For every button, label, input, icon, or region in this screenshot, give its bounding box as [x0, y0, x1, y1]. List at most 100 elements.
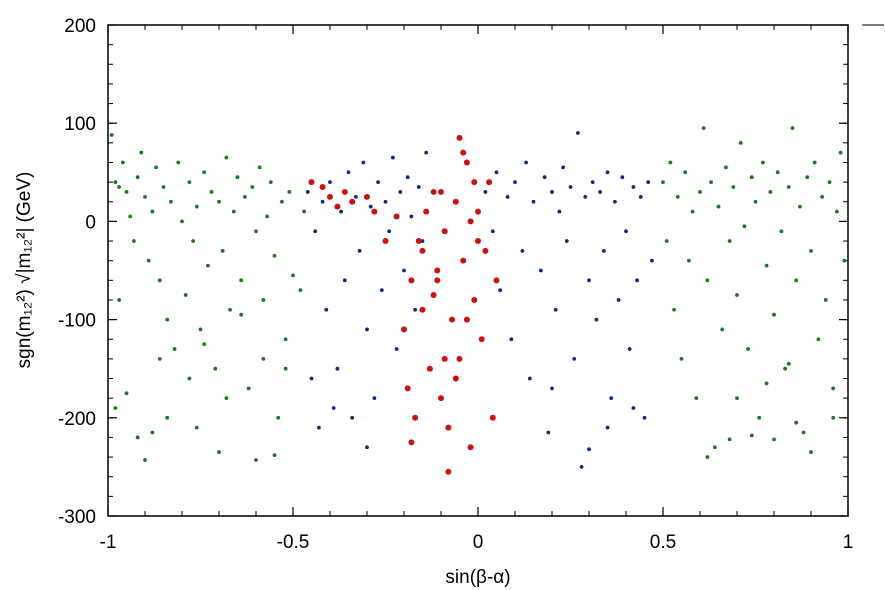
data-point [287, 190, 292, 194]
data-point [409, 214, 414, 219]
data-point [419, 306, 426, 313]
data-point [328, 180, 332, 185]
data-point [120, 160, 125, 165]
data-point [779, 229, 784, 234]
data-point [250, 185, 255, 189]
data-point [463, 316, 470, 323]
data-point [467, 218, 474, 225]
data-point [590, 180, 595, 185]
data-point [613, 199, 617, 204]
data-point [668, 160, 673, 165]
data-point [372, 396, 377, 401]
data-point [430, 292, 437, 299]
data-point [169, 199, 173, 204]
data-point [550, 386, 554, 391]
data-point [576, 131, 580, 135]
data-point [334, 203, 341, 210]
data-point [194, 204, 199, 209]
data-point [701, 126, 706, 131]
data-point [365, 327, 369, 332]
data-point [324, 307, 329, 312]
data-point [350, 415, 355, 420]
data-point [561, 165, 565, 170]
data-point [456, 134, 463, 141]
x-tick-label: 1 [843, 532, 854, 553]
data-point [187, 376, 192, 381]
data-point [456, 355, 463, 362]
data-point [291, 273, 295, 278]
data-point [405, 175, 410, 180]
data-point [452, 198, 459, 205]
data-point [261, 356, 266, 361]
data-point [371, 208, 378, 215]
data-point [430, 188, 437, 195]
data-point [404, 385, 411, 392]
data-point [391, 155, 395, 160]
data-point [642, 415, 647, 420]
data-point [339, 209, 343, 214]
data-point [187, 180, 192, 185]
x-axis-label: sin(β-α) [445, 567, 510, 588]
data-point [309, 376, 314, 381]
data-point [217, 199, 221, 204]
data-point [449, 316, 456, 323]
data-point [357, 248, 362, 253]
data-point [572, 356, 577, 361]
x-tick-label: -0.5 [277, 532, 310, 553]
data-point [627, 347, 632, 351]
y-tick-label: 200 [64, 16, 96, 37]
data-point [620, 175, 625, 180]
data-point [801, 430, 806, 435]
y-axis-label: sgn(m₁₂²) √|m₁₂²| (GeV) [14, 172, 35, 369]
data-point [143, 194, 147, 199]
data-point [749, 433, 754, 438]
data-point [261, 298, 266, 302]
data-point [489, 414, 496, 421]
data-point [146, 258, 151, 263]
y-tick-label: 100 [64, 114, 96, 135]
data-point [128, 214, 133, 219]
data-point [731, 185, 736, 189]
data-point [408, 439, 415, 446]
data-point [265, 214, 269, 219]
data-point [842, 258, 847, 263]
data-point [587, 447, 591, 452]
data-point [298, 288, 303, 293]
data-point [609, 396, 614, 401]
data-point [746, 347, 750, 351]
data-point [568, 185, 573, 189]
data-point [694, 396, 699, 401]
data-point [764, 263, 769, 268]
data-point [305, 190, 310, 194]
data-point [354, 194, 358, 199]
data-point [327, 193, 333, 200]
data-point [527, 376, 532, 381]
data-point [587, 278, 591, 283]
data-point [224, 155, 229, 160]
data-point [809, 450, 813, 455]
x-tick-label: 0.5 [650, 532, 676, 553]
data-point [661, 180, 665, 185]
data-point [135, 435, 140, 440]
data-point [376, 180, 380, 185]
data-point [228, 307, 233, 312]
data-point [831, 386, 836, 391]
data-point [445, 424, 452, 431]
data-point [557, 209, 562, 214]
data-point [283, 366, 288, 371]
data-point [486, 179, 493, 186]
data-point [239, 312, 244, 317]
data-point [761, 160, 765, 165]
data-point [546, 430, 551, 435]
data-point [505, 194, 510, 199]
data-points [109, 126, 847, 475]
data-point [452, 375, 459, 382]
data-point [724, 165, 728, 170]
data-point [157, 278, 162, 283]
data-point [601, 248, 606, 253]
data-point [272, 253, 277, 258]
data-point [302, 209, 306, 214]
data-point [490, 229, 495, 234]
data-point [631, 406, 636, 410]
data-point [594, 317, 599, 322]
